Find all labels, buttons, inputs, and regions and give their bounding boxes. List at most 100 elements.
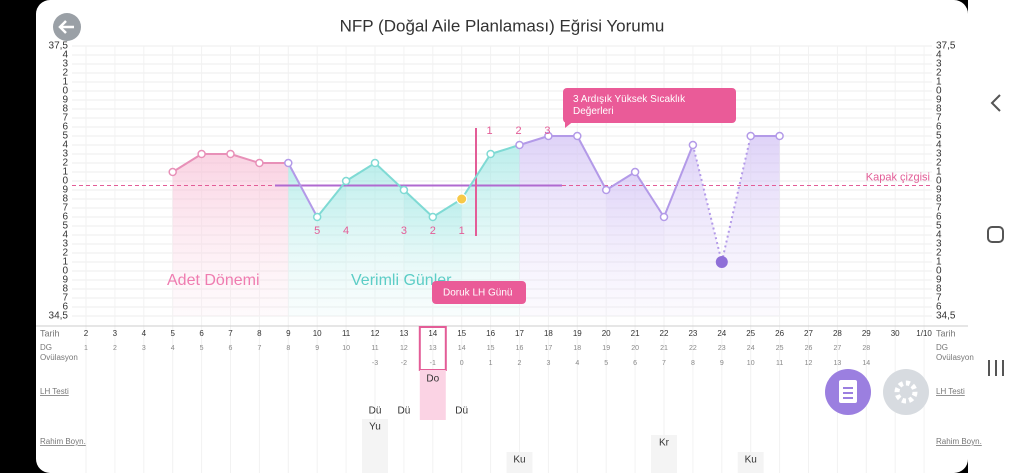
- cover-label: Kapak çizgisi: [866, 171, 930, 183]
- area: [172, 154, 202, 316]
- lh-mark: Dü: [369, 406, 382, 417]
- y-tick-label: 3: [62, 59, 68, 70]
- cycle-day: 13: [429, 345, 437, 352]
- y-tick-label: 8: [62, 284, 68, 295]
- ovulation-day: 12: [805, 360, 813, 367]
- temp-segment: [490, 144, 520, 155]
- y-tick-label: 7: [62, 293, 68, 304]
- y-tick-label-right: 4: [936, 140, 942, 151]
- ovulation-day: 5: [604, 360, 608, 367]
- cervix-mark: Kr: [659, 438, 670, 449]
- temp-point: [746, 131, 755, 141]
- y-tick-label-right: 3: [936, 239, 942, 250]
- temp-point: [168, 167, 177, 177]
- back-icon: [58, 20, 74, 34]
- ovulation-day: -2: [401, 360, 407, 367]
- date: 6: [199, 329, 204, 338]
- y-tick-label: 0: [62, 86, 68, 97]
- temp-segment: [576, 135, 608, 191]
- nav-back[interactable]: [990, 94, 1001, 112]
- ovulation-day: 13: [834, 360, 842, 367]
- area: [201, 154, 231, 316]
- cycle-day: 7: [257, 345, 261, 352]
- area: [548, 136, 578, 316]
- date: 15: [457, 329, 466, 338]
- area: [403, 190, 433, 316]
- date: 3: [113, 329, 118, 338]
- y-tick-label-right: 9: [936, 95, 942, 106]
- temp-point: [197, 149, 206, 159]
- y-tick-label: 8: [62, 104, 68, 115]
- row-label-left: DG: [40, 343, 52, 352]
- peak-lh-tooltip: [432, 281, 526, 304]
- y-tick-label: 0: [62, 266, 68, 277]
- cycle-day: 18: [573, 345, 581, 352]
- ovulation-day: 2: [518, 360, 522, 367]
- ovulation-day: 3: [546, 360, 550, 367]
- date: 9: [286, 329, 291, 338]
- y-tick-label: 9: [62, 275, 68, 286]
- temp-segment: [374, 162, 405, 191]
- cycle-day: 15: [487, 345, 495, 352]
- area: [606, 172, 636, 316]
- cervix-mark: Yu: [369, 422, 381, 433]
- y-tick-label: 8: [62, 194, 68, 205]
- cycle-day: 25: [776, 345, 784, 352]
- temp-segment: [172, 153, 203, 173]
- y-tick-label-right: 2: [936, 158, 942, 169]
- row-label-left: Ovülasyon: [40, 353, 78, 362]
- low-count: 5: [314, 225, 320, 237]
- cycle-day: 24: [747, 345, 755, 352]
- row-label-left: Tarih: [40, 328, 60, 338]
- y-tick-label-right: 0: [936, 86, 942, 97]
- temp-point: [428, 212, 438, 222]
- y-tick-label-right: 1: [936, 167, 942, 178]
- temp-segment: [316, 180, 347, 218]
- settings-button[interactable]: [883, 369, 929, 415]
- area: [259, 163, 289, 316]
- cycle-day: 23: [718, 345, 726, 352]
- area: [692, 145, 722, 316]
- nav-home[interactable]: [987, 226, 1004, 243]
- row-label-left: Rahim Boyn.: [40, 437, 86, 446]
- cycle-day: 22: [689, 345, 697, 352]
- fertile-label: Verimli Günler: [351, 272, 452, 289]
- y-tick-label-right: 2: [936, 68, 942, 79]
- temp-point: [775, 131, 784, 141]
- y-tick-label-right: 0: [936, 266, 942, 277]
- peak-day-fill: [419, 370, 446, 420]
- temp-segment: [287, 162, 319, 218]
- date: 13: [399, 329, 408, 338]
- date: 23: [688, 329, 697, 338]
- date: 30: [891, 329, 900, 338]
- y-tick-label: 4: [62, 50, 68, 61]
- cervix-cell: [506, 452, 533, 473]
- ovulation-day: 10: [747, 360, 755, 367]
- high-count: 1: [487, 125, 493, 137]
- temp-point: [544, 131, 553, 141]
- row-label-left: LH Testi: [40, 387, 69, 396]
- y-tick-label: 5: [62, 221, 68, 232]
- date: 17: [515, 329, 524, 338]
- y-tick-label-right: 34,5: [936, 311, 956, 322]
- date: 26: [775, 329, 784, 338]
- nav-recents[interactable]: [988, 360, 1004, 376]
- temp-segment: [663, 144, 694, 218]
- area: [577, 136, 607, 316]
- area: [635, 172, 664, 316]
- y-tick-label-right: 0: [936, 176, 942, 187]
- y-tick-label: 37,5: [49, 41, 69, 52]
- temp-segment: [432, 198, 463, 218]
- temp-point: [456, 193, 468, 205]
- y-tick-label-right: 5: [936, 131, 942, 142]
- date: 22: [660, 329, 669, 338]
- date: 20: [602, 329, 611, 338]
- temp-point: [255, 158, 264, 168]
- cycle-day: 9: [315, 345, 319, 352]
- low-count: 2: [430, 225, 436, 237]
- cervix-mark: Ku: [513, 455, 525, 466]
- area: [346, 163, 375, 316]
- temp-point: [226, 149, 235, 159]
- temp-point: [399, 185, 409, 195]
- ovulation-day: 14: [862, 360, 870, 367]
